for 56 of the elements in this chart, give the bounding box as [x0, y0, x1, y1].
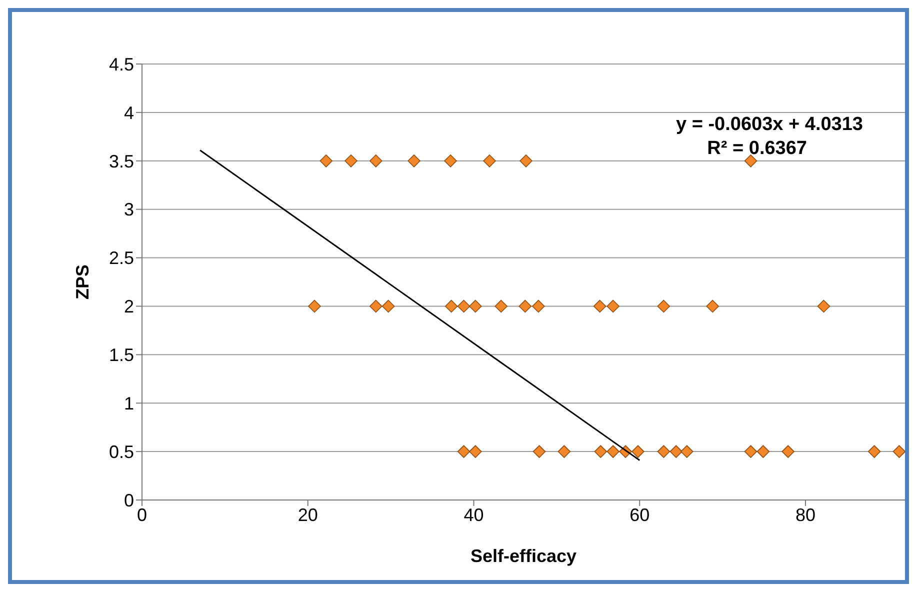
point [408, 154, 420, 168]
y-tick-label: 2 [124, 296, 134, 317]
y-tick-label: 4 [124, 102, 134, 123]
point [670, 445, 682, 458]
point [744, 154, 758, 168]
point [382, 300, 395, 313]
point [457, 300, 470, 313]
point [594, 445, 608, 458]
point [744, 445, 758, 458]
point [469, 445, 482, 458]
point [469, 300, 482, 313]
point [606, 300, 620, 313]
point [632, 445, 644, 458]
point [494, 300, 508, 313]
y-tick-label: 1 [124, 394, 134, 414]
y-axis-title: ZPS [72, 264, 92, 300]
point [344, 154, 358, 168]
point [657, 300, 670, 313]
y-tick-label: 2.5 [108, 248, 134, 268]
y-tick-label: 1.5 [108, 345, 134, 366]
point [706, 300, 719, 313]
point [558, 445, 571, 458]
point [520, 154, 532, 168]
x-tick-label: 80 [795, 504, 816, 525]
x-tick-label: 40 [464, 504, 484, 525]
x-tick-label: 20 [298, 504, 318, 525]
y-tick-label: 0 [124, 490, 134, 510]
point [444, 300, 458, 313]
x-tick-label: 60 [630, 504, 650, 525]
point [892, 445, 905, 458]
point [817, 300, 830, 313]
point [606, 445, 620, 458]
x-tick-label: 0 [136, 504, 148, 525]
point [457, 445, 470, 458]
point [532, 445, 546, 458]
y-tick-label: 4.5 [108, 54, 134, 74]
point [782, 445, 794, 458]
point [756, 445, 770, 458]
point [444, 154, 457, 168]
point [680, 445, 694, 458]
point [518, 300, 532, 313]
point [868, 445, 881, 458]
point [308, 300, 321, 313]
point [369, 154, 382, 168]
point [657, 445, 670, 458]
y-tick-label: 3.5 [108, 151, 134, 172]
annotation: y = -0.0603x + 4.0313 [675, 114, 864, 136]
point [593, 300, 606, 313]
annotation: R² = 0.6367 [706, 138, 808, 160]
y-tick-label: 0.5 [108, 442, 134, 462]
point [532, 300, 545, 313]
point [320, 154, 333, 168]
x-axis-title: Self-efficacy [470, 546, 577, 566]
point [369, 300, 382, 313]
point [483, 154, 496, 168]
y-tick-label: 3 [124, 200, 134, 220]
